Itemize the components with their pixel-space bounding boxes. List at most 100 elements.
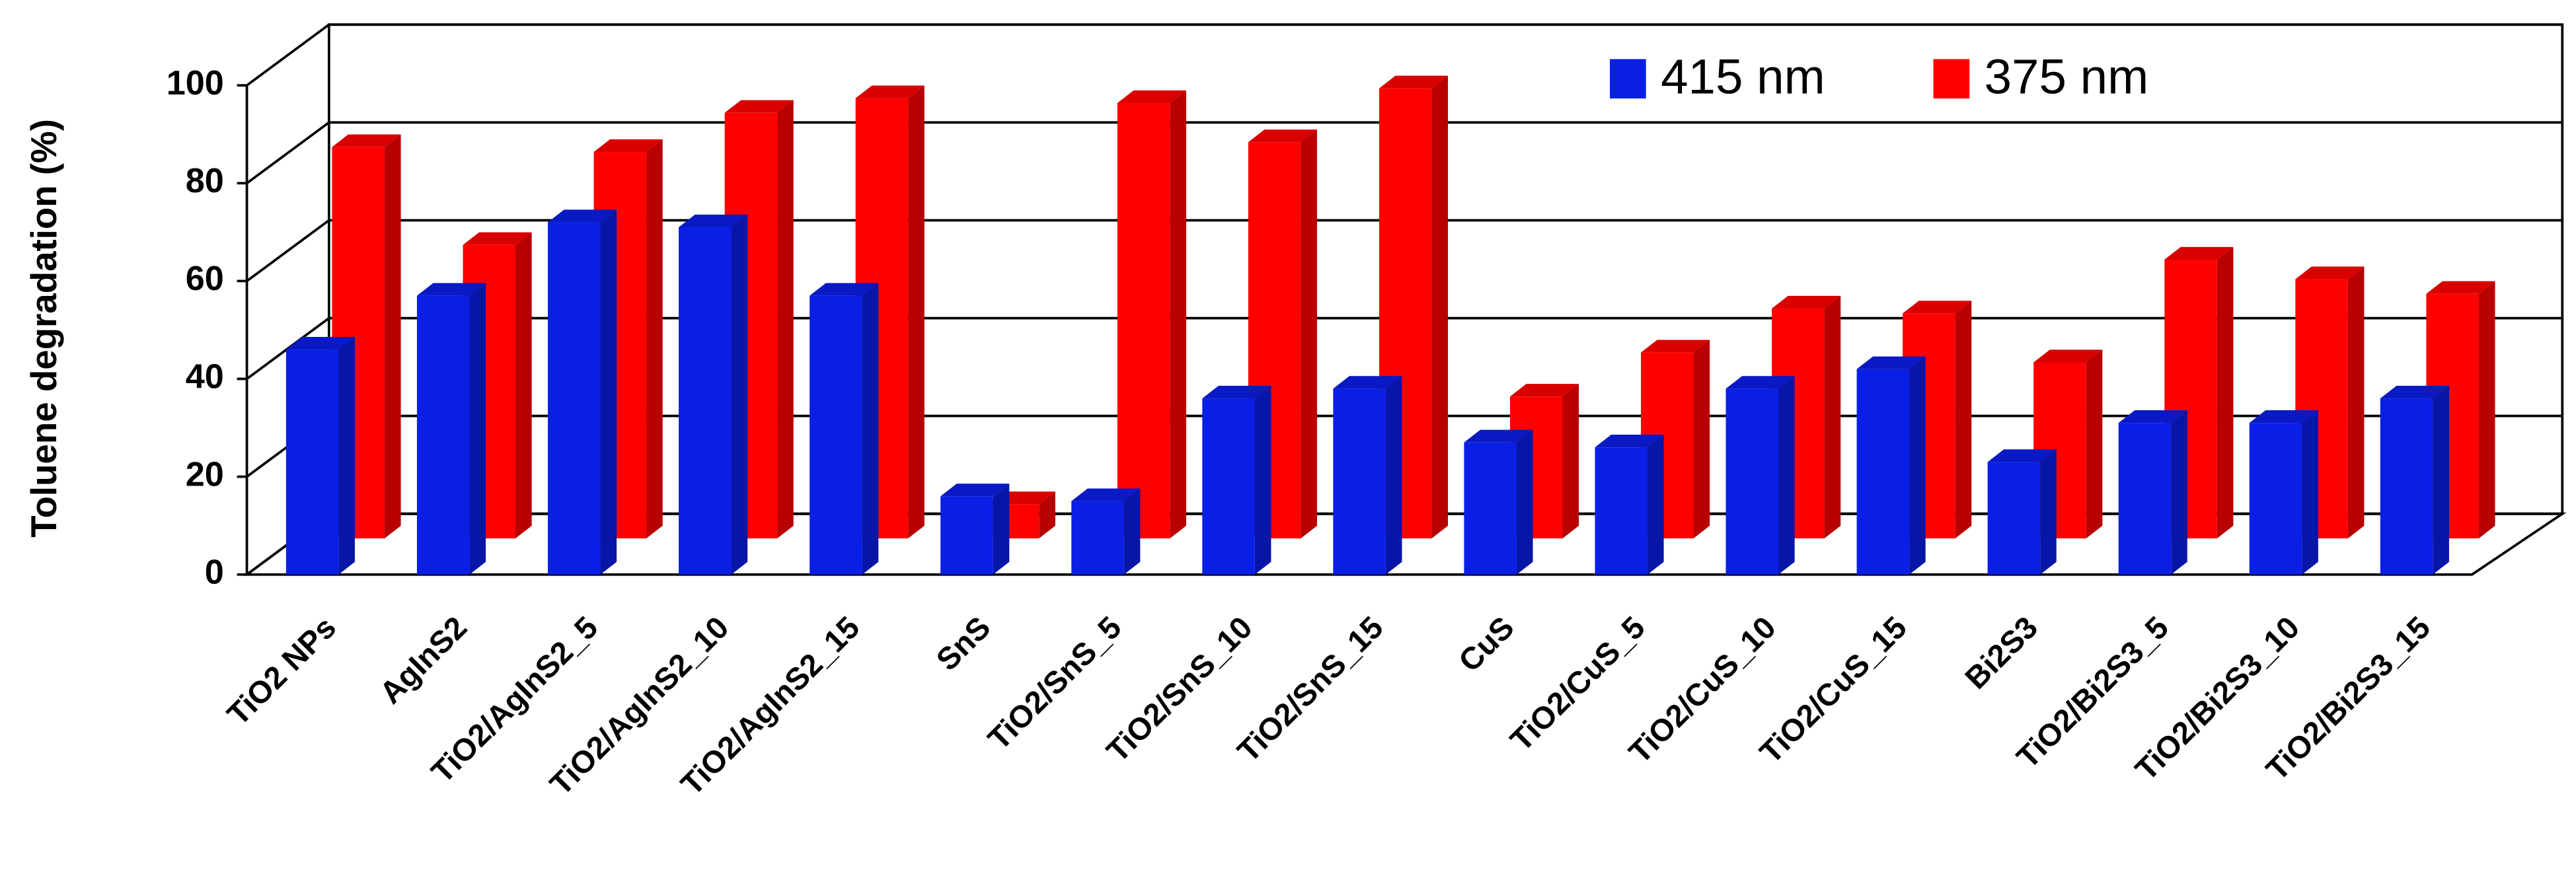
bar-group (1987, 449, 2057, 575)
bar-top (332, 134, 401, 147)
bar (1117, 103, 1170, 539)
bar-top (1117, 90, 1186, 104)
bar-group (940, 484, 1010, 575)
bar-side (1516, 429, 1533, 575)
bar (2118, 423, 2172, 575)
bar-side (862, 283, 879, 575)
bar-group (1071, 488, 1141, 575)
bar-top (679, 214, 748, 227)
bar-top (1333, 376, 1402, 389)
y-tick-label: 40 (186, 357, 224, 396)
bar-group (2380, 386, 2449, 575)
y-tick-label: 100 (167, 64, 224, 102)
bar-group (1333, 376, 1402, 575)
bar-top (463, 232, 532, 245)
bar (416, 295, 470, 575)
bar-top (1595, 435, 1664, 448)
y-tick-label: 0 (205, 553, 224, 591)
x-tick-label: TiO2 NPs (221, 610, 343, 732)
bar-side (1039, 491, 1055, 539)
bar-side (2302, 410, 2318, 575)
bar-side (1431, 75, 1449, 539)
x-tick-label: CuS (1452, 610, 1521, 678)
bar-top (855, 85, 925, 98)
bar (679, 227, 732, 575)
bar-side (469, 283, 486, 575)
bar-group (2249, 410, 2318, 575)
bar (1595, 447, 1648, 575)
bar (1987, 462, 2041, 575)
bar-top (2033, 349, 2103, 363)
bar-side (2433, 386, 2449, 575)
bar (940, 496, 993, 575)
x-tick-label: SnS (930, 610, 997, 677)
grid-line (246, 23, 330, 87)
bar-side (515, 232, 532, 539)
bar-top (724, 100, 794, 113)
bar (547, 222, 601, 575)
bar-top (1772, 295, 1841, 309)
bar-group (679, 214, 748, 575)
bar-side (1254, 386, 1271, 575)
bar-top (2295, 266, 2365, 279)
bar-side (731, 214, 748, 575)
bar-side (2086, 349, 2103, 539)
bar (1333, 388, 1386, 575)
legend-label: 375 nm (1985, 49, 2149, 104)
bar-top (2164, 246, 2234, 260)
bar-group (547, 209, 617, 575)
bar-group (1595, 435, 1664, 575)
bar-side (384, 134, 401, 539)
bar-top (1903, 301, 1972, 314)
bar-top (1464, 429, 1533, 443)
bar-group (1464, 429, 1533, 575)
bar-top (1509, 384, 1579, 397)
bar (2380, 398, 2433, 575)
bar-top (593, 139, 663, 153)
bar-top (547, 209, 617, 223)
bar-side (2171, 410, 2187, 575)
bar (1071, 501, 1124, 575)
bar-top (416, 283, 486, 296)
bar-side (2216, 246, 2234, 539)
bar-side (1647, 435, 1664, 575)
bar-top (810, 283, 879, 296)
y-axis-label: Toluene degradation (%) (24, 119, 64, 538)
bar-side (1909, 356, 1926, 575)
bar-side (600, 209, 617, 575)
bar-side (1385, 376, 1402, 575)
y-tick-label: 80 (186, 162, 224, 200)
bar-side (1170, 90, 1186, 539)
bar (1202, 398, 1255, 575)
bar-top (1987, 449, 2057, 462)
bar-side (1824, 295, 1841, 539)
bar-group (1117, 90, 1186, 539)
x-tick-label: Bi2S3 (1959, 610, 2045, 696)
bar-side (1693, 340, 1710, 539)
bar-top (285, 336, 355, 350)
grid-line (246, 121, 330, 184)
x-tick-label: TiO2/CuS_5 (1503, 610, 1651, 758)
bar (1856, 369, 1910, 575)
bar-group (2033, 349, 2103, 539)
legend-label: 415 nm (1661, 49, 1825, 104)
bar-top (1202, 386, 1271, 399)
bar-top (2380, 386, 2449, 399)
bar-side (2347, 266, 2365, 539)
bar (285, 349, 339, 575)
bar-group (1202, 386, 1271, 575)
bar-side (2040, 449, 2057, 575)
x-tick-label: AgInS2 (373, 610, 474, 710)
bar-top (1856, 356, 1926, 369)
bar-top (2426, 281, 2495, 294)
bar (810, 295, 862, 575)
y-tick-label: 20 (186, 455, 224, 493)
bar-top (1379, 75, 1449, 89)
bar-top (940, 484, 1010, 497)
bar-top (1641, 340, 1710, 353)
bar-top (2118, 410, 2187, 423)
bar-side (2478, 281, 2495, 539)
y-tick-label: 60 (186, 260, 224, 298)
